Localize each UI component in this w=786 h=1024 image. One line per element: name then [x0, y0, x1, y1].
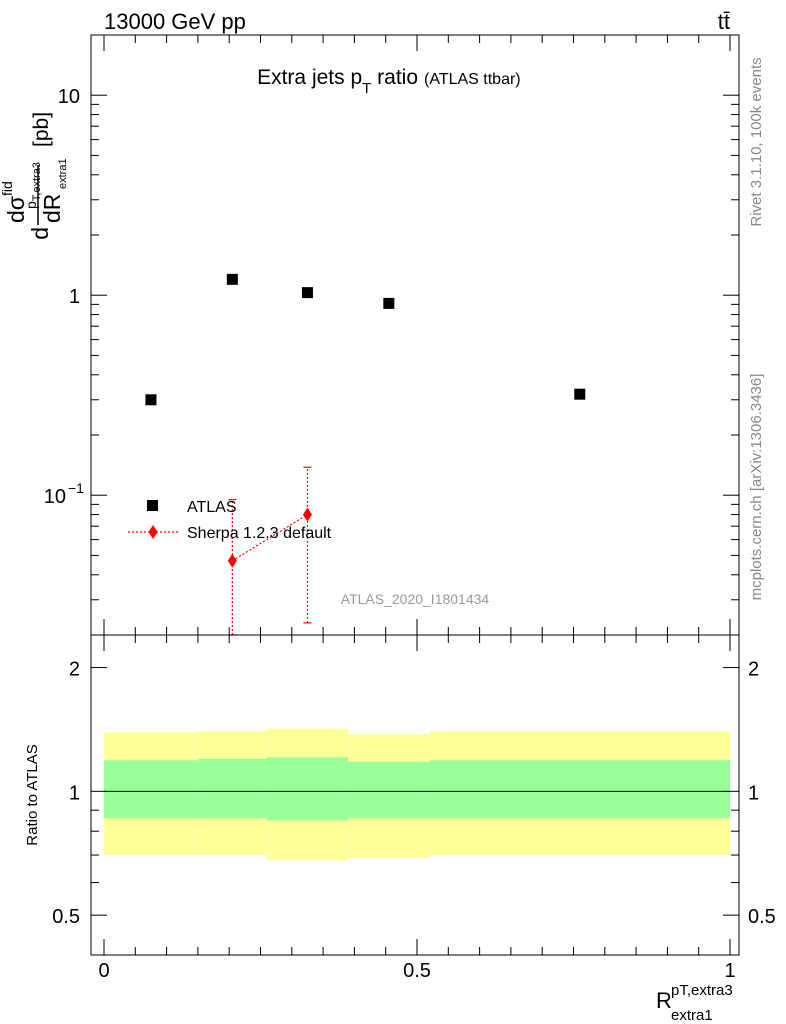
ratio-xtick-label: 1: [724, 960, 735, 982]
ratio-ytick-label-right: 1: [748, 782, 759, 804]
main-ylabel-numer-sup: fid: [0, 181, 15, 196]
ratio-ticks: 0.5 0.5 1 1 2 2 0 0.5 1: [52, 635, 776, 982]
legend-sherpa-marker: [148, 525, 158, 539]
ratio-inner-band: [429, 760, 730, 819]
ratio-inner-band: [197, 758, 267, 819]
legend-atlas-marker: [147, 500, 158, 511]
energy-label: 13000 GeV pp: [104, 9, 246, 34]
legend-sherpa-label: Sherpa 1.2.3 default: [187, 525, 332, 542]
sherpa-point: [302, 507, 312, 522]
rivet-info-label: Rivet 3.1.10, 100k events: [748, 57, 765, 226]
atlas-point: [226, 273, 238, 285]
ratio-xlabel-sub: extra1: [671, 1007, 713, 1024]
ratio-ytick-label-left: 2: [69, 659, 80, 681]
main-ytick-label: 1: [69, 286, 80, 308]
ratio-frame: [90, 634, 740, 956]
atlas-point: [145, 394, 157, 406]
legend: ATLAS Sherpa 1.2.3 default: [128, 499, 332, 542]
main-frame: [90, 34, 740, 636]
ratio-inner-band: [104, 760, 198, 819]
main-ytick-label: 10: [44, 486, 66, 508]
main-title-sub: T: [362, 80, 371, 97]
ratio-xlabel-main: R: [656, 988, 672, 1013]
main-ylabel-d: d: [27, 227, 53, 240]
ratio-ytick-label-right: 0.5: [748, 906, 776, 928]
main-ylabel: d dσfid pT,extra3 dR extra1 [pb]: [0, 112, 69, 240]
main-ylabel-numer-sub-p: p: [23, 201, 39, 209]
ratio-xlabel-sup: pT,extra3: [671, 982, 733, 999]
legend-atlas-label: ATLAS: [187, 499, 237, 516]
main-ytick-label: 10: [58, 86, 80, 108]
main-ylabel-numer: dσfid: [0, 181, 29, 223]
main-title-tail: ratio: [371, 66, 418, 89]
ratio-panel: 0.5 0.5 1 1 2 2 0 0.5 1 Ratio to ATLAS R pT,extr…: [24, 634, 776, 1024]
ratio-ylabel: Ratio to ATLAS: [24, 744, 41, 845]
ratio-ytick-label-left: 0.5: [52, 906, 80, 928]
sherpa-series: [227, 466, 312, 636]
atlas-point: [383, 297, 395, 309]
main-ylabel-numer-text: dσ: [3, 196, 29, 223]
sherpa-line: [232, 514, 308, 562]
ratio-bands: [104, 728, 730, 861]
atlas-point: [574, 388, 586, 400]
ratio-inner-band: [348, 761, 430, 819]
main-title-note: (ATLAS ttbar): [424, 71, 521, 88]
ratio-xtick-label: 0.5: [403, 960, 431, 982]
main-ylabel-denom: dR: [39, 194, 65, 223]
ratio-xtick-label: 0: [98, 960, 109, 982]
main-title: Extra jets pT ratio: [257, 66, 418, 97]
sherpa-point: [227, 553, 237, 568]
main-ylabel-unit: [pb]: [30, 112, 53, 147]
ratio-xlabel: R pT,extra3 extra1: [656, 982, 733, 1024]
main-ylabel-denom-sub: extra1: [57, 158, 69, 189]
ratio-ytick-label-left: 1: [69, 782, 80, 804]
atlas-series: [145, 273, 586, 406]
main-ylabel-numer-sub: pT,extra3: [23, 162, 43, 209]
main-title-text: Extra jets p: [257, 66, 362, 89]
ratio-ytick-label-right: 2: [748, 659, 759, 681]
atlas-point: [301, 287, 313, 299]
analysis-watermark: ATLAS_2020_I1801434: [341, 591, 490, 607]
main-ytick-label-exp: −1: [68, 480, 84, 496]
ratio-inner-band: [266, 757, 349, 821]
mcplots-info-label: mcplots.cern.ch [arXiv:1306.3436]: [748, 374, 765, 601]
main-ylabel-numer-sub-2: T,extra3: [31, 162, 43, 201]
process-label: tt̄: [718, 9, 730, 34]
